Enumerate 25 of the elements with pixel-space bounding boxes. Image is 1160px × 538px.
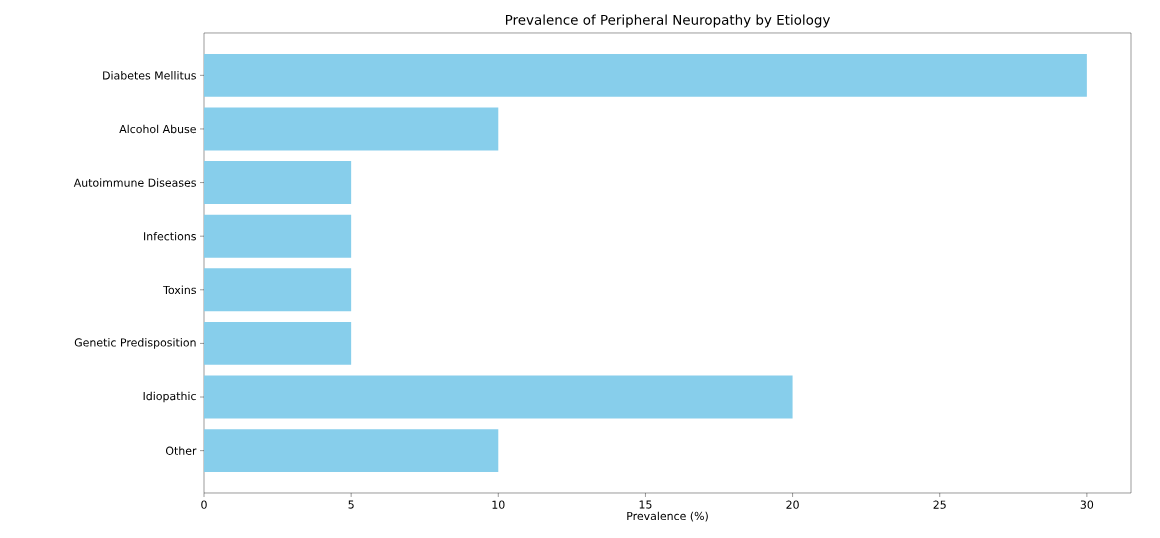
x-tick-label: 10 [492,500,505,509]
y-tick-label: Idiopathic [143,391,196,403]
x-axis-title: Prevalence (%) [627,511,708,522]
x-tick-label: 30 [1080,500,1094,509]
y-tick-label: Alcohol Abuse [119,124,196,134]
chart-title: Prevalence of Peripheral Neuropathy by Etiology [505,14,830,28]
y-tick-label: Diabetes Mellitus [103,71,196,80]
bar [204,107,499,151]
bar [204,214,352,258]
x-tick-label: 0 [201,500,207,509]
bar [204,161,352,205]
x-tick-label: 25 [933,500,946,509]
bar [204,268,352,312]
y-tick-label: Infections [144,231,196,241]
y-tick-label: Autoimmune Diseases [73,178,196,187]
x-tick-label: 5 [348,500,354,509]
bar [204,375,793,419]
x-tick-label: 20 [786,500,799,509]
bar [204,53,1087,97]
y-tick-label: Toxins [163,285,196,295]
bar [204,429,499,473]
x-tick-label: 15 [639,500,652,509]
y-tick-label: Genetic Predisposition [74,338,196,349]
y-tick-label: Other [165,446,197,455]
bar [204,321,352,365]
